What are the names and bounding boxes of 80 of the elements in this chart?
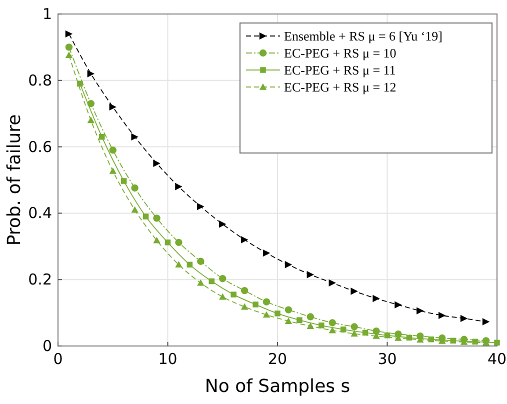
point [350,323,358,330]
point [328,319,336,326]
point [472,338,478,345]
point [208,278,215,284]
point [328,279,336,287]
point [252,302,258,308]
point [350,330,358,337]
x-tick-label: 10 [158,350,178,368]
legend-label: Ensemble + RS μ = 6 [Yu ‘19] [284,28,442,44]
point [306,271,314,278]
point [240,303,248,310]
point [284,261,292,268]
point [372,327,380,335]
y-tick-label: 0 [42,337,52,355]
x-tick-label: 20 [268,350,288,368]
point [306,322,314,329]
point [460,314,468,322]
point [284,306,292,314]
point [328,326,336,334]
point [109,103,116,111]
legend-label: EC-PEG + RS μ = 12 [284,80,396,94]
point [372,294,380,302]
point [77,80,83,87]
point [219,275,226,282]
point [153,160,160,167]
point [306,313,314,320]
point [197,258,204,265]
point [416,307,424,314]
point [65,44,73,51]
point [131,184,138,192]
point [153,214,160,222]
point [142,214,149,220]
point [262,311,270,318]
point [438,312,446,320]
point [284,318,292,324]
point [109,146,116,154]
y-tick-label: 0.2 [28,270,52,289]
y-axis-title: Prob. of failure [4,114,25,246]
point [131,133,138,140]
point [296,317,302,323]
legend-label: EC-PEG + RS μ = 10 [284,46,396,60]
point [384,332,390,338]
point [175,238,182,246]
point [262,249,270,257]
point [494,340,500,346]
point [240,286,248,294]
x-axis-title: No of Samples s [204,376,350,397]
point [394,301,402,308]
y-tick-label: 0.4 [28,204,52,222]
point [175,261,182,268]
point [120,178,127,184]
point [99,134,105,140]
point [482,318,490,326]
point [109,167,116,174]
y-tick-label: 1 [42,5,52,23]
point [262,298,270,306]
point [87,70,95,78]
point [219,293,226,300]
point [164,240,171,246]
point [175,183,182,190]
legend-label: EC-PEG + RS μ = 11 [284,62,396,78]
point [219,220,226,228]
point [197,279,204,286]
y-tick-label: 0.8 [28,71,52,90]
point [318,322,324,328]
point [65,30,73,38]
point [153,236,160,244]
point [65,52,73,58]
point [186,262,193,268]
point [240,236,248,244]
point [230,292,236,298]
point [274,310,280,316]
point [87,116,95,124]
point [350,288,358,295]
x-tick-label: 40 [487,350,507,368]
y-tick-label: 0.6 [28,138,52,156]
point [131,206,138,213]
x-tick-label: 30 [378,350,397,368]
point [197,202,204,210]
x-tick-label: 0 [53,350,63,368]
